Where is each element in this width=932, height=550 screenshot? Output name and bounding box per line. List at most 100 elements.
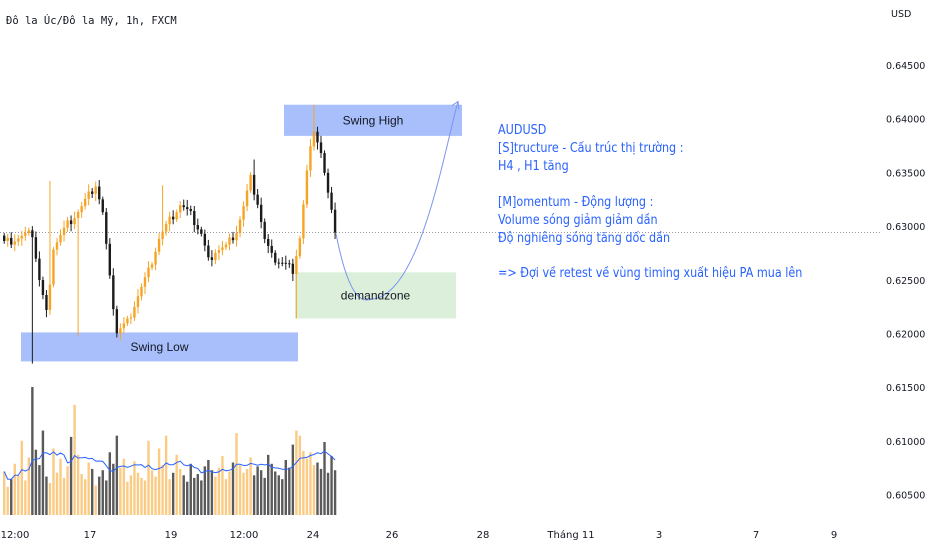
- candle[interactable]: [62, 227, 66, 236]
- candle[interactable]: [87, 191, 90, 199]
- candle[interactable]: [94, 186, 97, 194]
- candle[interactable]: [147, 267, 150, 278]
- candle[interactable]: [168, 216, 171, 225]
- candle[interactable]: [122, 323, 126, 329]
- candle[interactable]: [242, 206, 245, 220]
- candle[interactable]: [140, 286, 143, 297]
- candle[interactable]: [207, 245, 210, 258]
- candle[interactable]: [108, 243, 111, 276]
- candle[interactable]: [214, 252, 217, 260]
- candle[interactable]: [319, 142, 323, 154]
- candle[interactable]: [196, 225, 199, 230]
- swing-low-zone[interactable]: [21, 332, 298, 362]
- candle[interactable]: [326, 172, 330, 193]
- candle[interactable]: [171, 216, 175, 220]
- candle[interactable]: [17, 238, 20, 242]
- candle[interactable]: [302, 204, 305, 239]
- candle[interactable]: [41, 280, 45, 295]
- candle[interactable]: [27, 230, 31, 234]
- candle[interactable]: [13, 241, 16, 245]
- candle[interactable]: [69, 220, 73, 225]
- candle[interactable]: [161, 231, 164, 239]
- candle[interactable]: [126, 318, 129, 324]
- candle[interactable]: [312, 131, 316, 147]
- candle[interactable]: [263, 221, 266, 240]
- candle[interactable]: [316, 131, 319, 143]
- candle[interactable]: [38, 258, 41, 281]
- candle[interactable]: [252, 174, 256, 195]
- candle[interactable]: [182, 205, 185, 208]
- candle[interactable]: [10, 237, 13, 245]
- candle[interactable]: [133, 306, 136, 318]
- candle[interactable]: [323, 153, 326, 173]
- candle[interactable]: [31, 230, 34, 238]
- candle[interactable]: [249, 174, 252, 191]
- candle[interactable]: [136, 296, 140, 307]
- candle[interactable]: [274, 252, 277, 263]
- candle[interactable]: [164, 224, 168, 232]
- candle[interactable]: [288, 263, 291, 265]
- candle[interactable]: [119, 328, 122, 334]
- candle[interactable]: [112, 275, 115, 310]
- candle[interactable]: [115, 309, 119, 334]
- candle[interactable]: [245, 190, 249, 207]
- candle[interactable]: [228, 237, 231, 245]
- candle[interactable]: [105, 212, 108, 244]
- candle[interactable]: [238, 219, 242, 234]
- candle[interactable]: [3, 235, 6, 241]
- candle[interactable]: [34, 237, 38, 259]
- candle[interactable]: [45, 294, 48, 310]
- candle[interactable]: [157, 238, 161, 252]
- candle[interactable]: [256, 194, 259, 205]
- candle[interactable]: [193, 210, 196, 226]
- candle[interactable]: [150, 264, 154, 268]
- candle[interactable]: [270, 245, 273, 253]
- candle[interactable]: [333, 209, 337, 233]
- candle[interactable]: [143, 277, 147, 287]
- candle[interactable]: [295, 256, 298, 274]
- candle[interactable]: [59, 235, 62, 243]
- candle[interactable]: [231, 237, 235, 241]
- candle[interactable]: [154, 251, 157, 265]
- candle[interactable]: [83, 198, 87, 207]
- candle[interactable]: [129, 317, 133, 319]
- labels-layer: Swing Low Swing High demandzone: [130, 113, 410, 354]
- candle[interactable]: [179, 205, 182, 213]
- candle[interactable]: [210, 257, 214, 260]
- candle[interactable]: [221, 247, 224, 251]
- candle[interactable]: [24, 233, 27, 236]
- candle[interactable]: [52, 249, 55, 285]
- candle[interactable]: [235, 233, 238, 241]
- candle[interactable]: [76, 212, 80, 219]
- candle[interactable]: [259, 204, 263, 222]
- candle[interactable]: [305, 170, 309, 205]
- candle[interactable]: [291, 263, 295, 274]
- candle[interactable]: [284, 262, 287, 264]
- candle[interactable]: [6, 237, 9, 241]
- candle[interactable]: [309, 146, 312, 171]
- candle[interactable]: [98, 186, 101, 200]
- volume-bar: [83, 479, 87, 515]
- candle[interactable]: [203, 233, 207, 246]
- candle[interactable]: [73, 218, 76, 225]
- candle[interactable]: [20, 235, 23, 239]
- candle[interactable]: [101, 199, 104, 213]
- candle[interactable]: [267, 239, 270, 246]
- candle[interactable]: [80, 206, 83, 213]
- demand-zone[interactable]: [295, 272, 456, 319]
- candle[interactable]: [281, 262, 284, 264]
- candle[interactable]: [55, 242, 59, 250]
- candle[interactable]: [48, 284, 52, 310]
- candle[interactable]: [217, 250, 221, 253]
- candle[interactable]: [200, 229, 203, 234]
- candle[interactable]: [330, 192, 333, 210]
- candle[interactable]: [298, 238, 302, 257]
- candle[interactable]: [224, 244, 228, 248]
- candle[interactable]: [66, 220, 69, 228]
- candle[interactable]: [91, 191, 94, 194]
- candle[interactable]: [186, 207, 189, 210]
- candle[interactable]: [189, 209, 192, 211]
- candle[interactable]: [277, 262, 280, 264]
- candle[interactable]: [175, 212, 178, 220]
